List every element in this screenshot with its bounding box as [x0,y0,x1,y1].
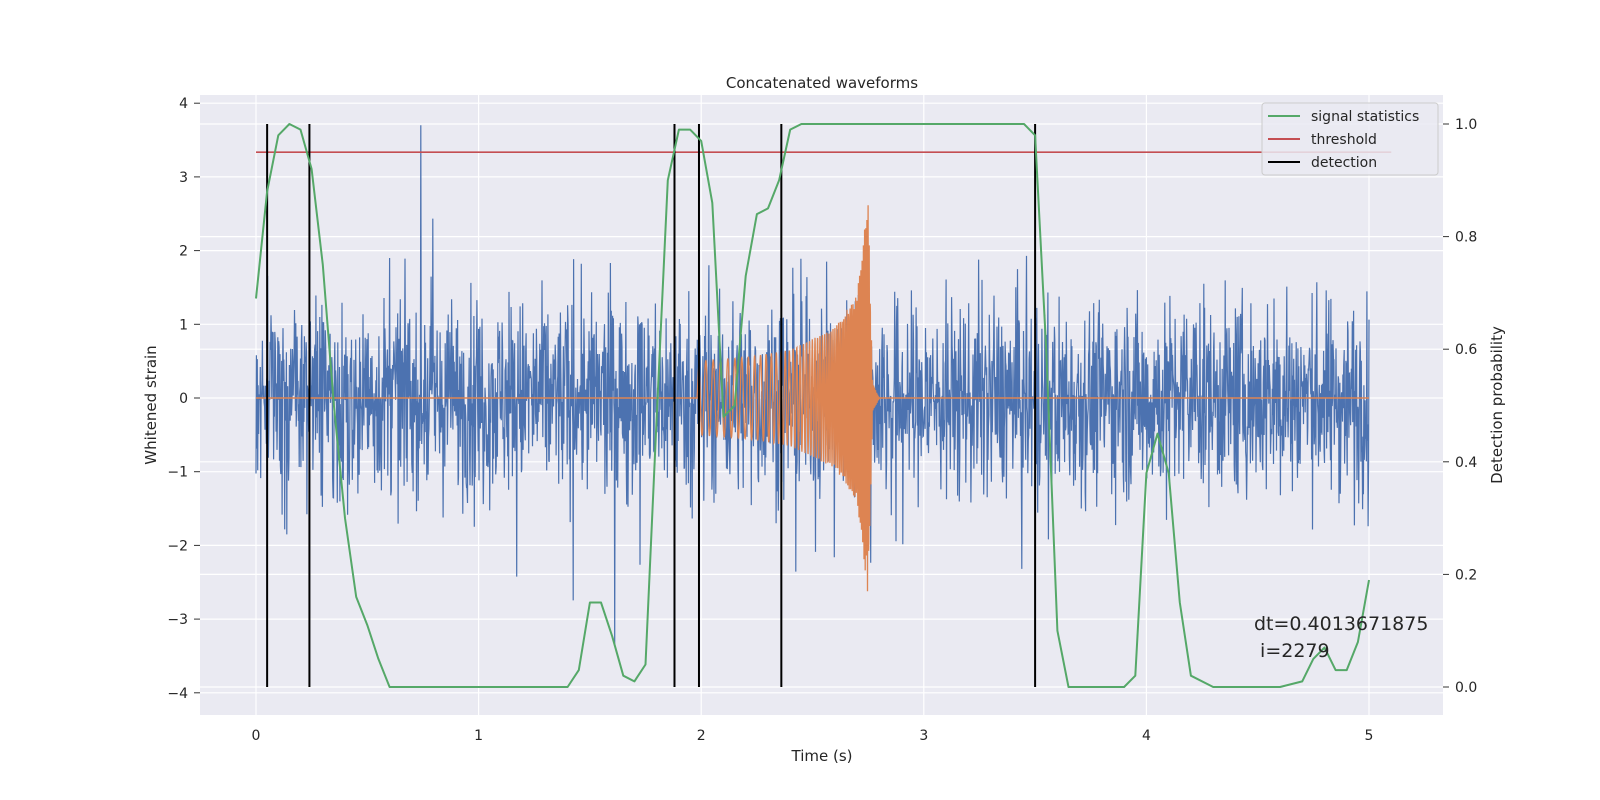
y-tick-label: 3 [179,170,188,186]
y-tick-label: −2 [167,538,188,554]
y-tick-label: −1 [167,465,188,481]
y-tick-label: 1 [179,317,188,333]
annotation-i: i=2279 [1254,640,1330,662]
x-tick-label: 0 [252,728,261,744]
y2-tick-label: 0.6 [1455,342,1477,358]
x-axis-label: Time (s) [791,747,853,765]
y-tick-label: 2 [179,244,188,260]
waveform-series-line [696,205,884,592]
y-tick-label: 4 [179,96,188,112]
y2-tick-label: 0.8 [1455,230,1477,246]
y-tick-label: −4 [167,686,188,702]
y-tick-label: −3 [167,612,188,628]
legend-label-threshold: threshold [1311,132,1377,148]
signal-statistics-line [255,123,1370,688]
y2-tick-label: 0.2 [1455,567,1477,583]
x-tick-label: 3 [919,728,928,744]
x-tick-label: 1 [474,728,483,744]
y2-tick-label: 0.0 [1455,680,1477,696]
annotation-dt: dt=0.4013671875 [1254,613,1428,635]
x-tick-label: 5 [1365,728,1374,744]
y-tick-label: 0 [179,391,188,407]
x-tick-label: 2 [697,728,706,744]
y2-axis-label: Detection probability [1488,326,1506,484]
y2-tick-label: 0.4 [1455,455,1477,471]
x-tick-label: 4 [1142,728,1151,744]
legend-label-signal-statistics: signal statistics [1311,109,1419,125]
axis-ticks: 0 1 2 3 4 5 −4 −3 −2 −1 0 1 2 3 4 0.0 0.2 0.4 0.6 0.8 1.0 [167,96,1477,744]
legend-label-detection: detection [1311,155,1377,171]
y2-tick-label: 1.0 [1455,117,1477,133]
detection-lines [266,124,1037,687]
legend: signal statistics threshold detection [1261,102,1439,176]
chart-title: Concatenated waveforms [726,74,918,92]
legend-box [1261,102,1439,176]
y-axis-label: Whitened strain [142,345,160,464]
